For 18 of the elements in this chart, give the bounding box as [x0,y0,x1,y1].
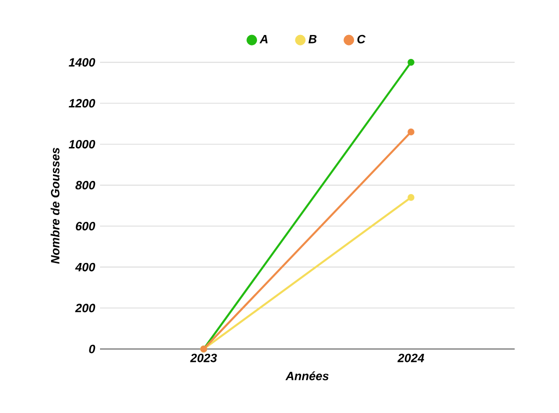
x-tick-label: 2023 [190,354,217,362]
y-tick-label: 600 [76,222,96,230]
y-tick-label: 1000 [68,140,96,148]
y-axis-title: Nombre de Gousses [50,148,60,264]
point [408,194,414,201]
legend-label: A [259,34,268,44]
y-tick-label: 1400 [68,58,96,67]
y-tick-label: 400 [75,262,96,272]
legend-label: C [357,34,366,44]
point [408,128,414,136]
y-tick-label: 0 [89,344,96,354]
x-axis-title: Années [285,371,329,380]
y-tick-label: 1200 [68,99,96,108]
y-tick-label: 800 [75,180,96,190]
legend-label: B [308,34,316,44]
y-tick-label: 200 [75,304,96,312]
x-tick-label: 2024 [397,354,424,362]
point [408,58,414,66]
